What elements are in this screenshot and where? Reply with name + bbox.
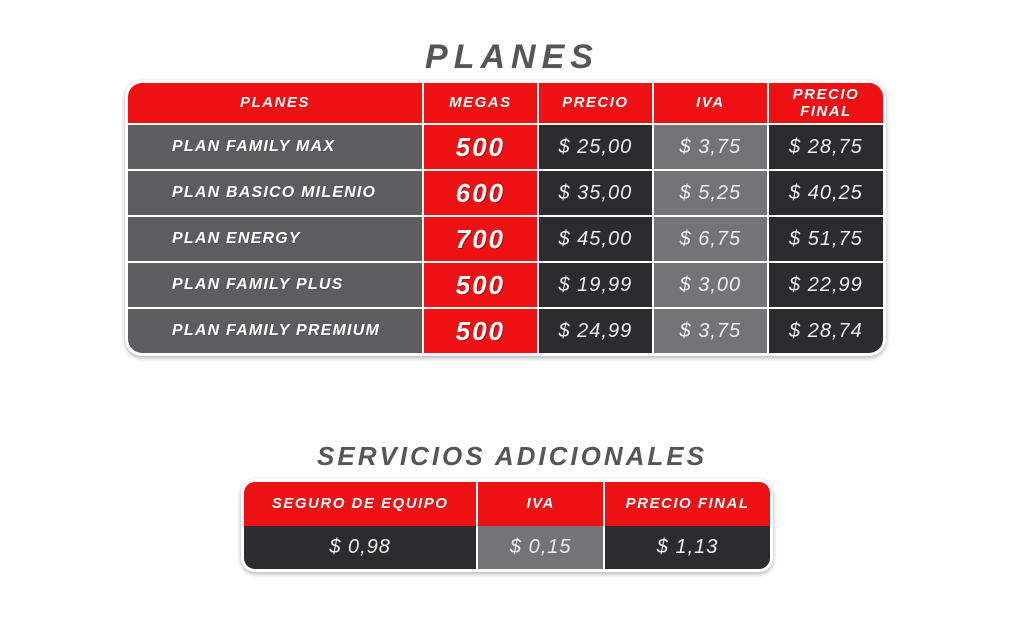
plan-name-cell: PLAN ENERGY bbox=[128, 217, 422, 261]
planes-table-grid: PLANES MEGAS PRECIO IVA PRECIO FINAL PLA… bbox=[128, 83, 883, 353]
servicios-table: SEGURO DE EQUIPO IVA PRECIO FINAL $ 0,98… bbox=[241, 479, 773, 572]
precio-cell: $ 19,99 bbox=[538, 263, 652, 307]
planes-header-megas: MEGAS bbox=[423, 83, 537, 123]
planes-header-iva: IVA bbox=[653, 83, 767, 123]
planes-header-precio: PRECIO bbox=[538, 83, 652, 123]
precio-final-cell: $ 22,99 bbox=[768, 263, 883, 307]
iva-cell: $ 3,75 bbox=[653, 309, 767, 353]
precio-final-cell: $ 40,25 bbox=[768, 171, 883, 215]
precio-final-cell: $ 28,74 bbox=[768, 309, 883, 353]
servicios-title: SERVICIOS ADICIONALES bbox=[317, 441, 707, 471]
servicios-header-precio-final: PRECIO FINAL bbox=[605, 482, 770, 526]
megas-cell: 600 bbox=[423, 171, 537, 215]
planes-header-planes: PLANES bbox=[128, 83, 422, 123]
servicios-header-seguro: SEGURO DE EQUIPO bbox=[244, 482, 477, 526]
plan-name-cell: PLAN FAMILY MAX bbox=[128, 125, 422, 169]
iva-cell: $ 5,25 bbox=[653, 171, 767, 215]
iva-cell: $ 3,00 bbox=[653, 263, 767, 307]
megas-cell: 500 bbox=[423, 309, 537, 353]
precio-final-cell: $ 51,75 bbox=[768, 217, 883, 261]
megas-cell: 500 bbox=[423, 125, 537, 169]
planes-header-precio-final: PRECIO FINAL bbox=[768, 83, 883, 123]
servicios-header-iva: IVA bbox=[478, 482, 604, 526]
planes-table: PLANES MEGAS PRECIO IVA PRECIO FINAL PLA… bbox=[125, 80, 886, 356]
plan-name-cell: PLAN BASICO MILENIO bbox=[128, 171, 422, 215]
plan-name-cell: PLAN FAMILY PLUS bbox=[128, 263, 422, 307]
precio-cell: $ 24,99 bbox=[538, 309, 652, 353]
iva-value-cell: $ 0,15 bbox=[478, 526, 604, 569]
megas-cell: 500 bbox=[423, 263, 537, 307]
precio-cell: $ 35,00 bbox=[538, 171, 652, 215]
precio-final-cell: $ 28,75 bbox=[768, 125, 883, 169]
megas-cell: 700 bbox=[423, 217, 537, 261]
precio-cell: $ 25,00 bbox=[538, 125, 652, 169]
servicios-table-grid: SEGURO DE EQUIPO IVA PRECIO FINAL $ 0,98… bbox=[244, 482, 770, 569]
iva-cell: $ 6,75 bbox=[653, 217, 767, 261]
plan-name-cell: PLAN FAMILY PREMIUM bbox=[128, 309, 422, 353]
precio-cell: $ 45,00 bbox=[538, 217, 652, 261]
iva-cell: $ 3,75 bbox=[653, 125, 767, 169]
planes-title: PLANES bbox=[425, 38, 599, 76]
seguro-value-cell: $ 0,98 bbox=[244, 526, 477, 569]
precio-final-value-cell: $ 1,13 bbox=[605, 526, 770, 569]
